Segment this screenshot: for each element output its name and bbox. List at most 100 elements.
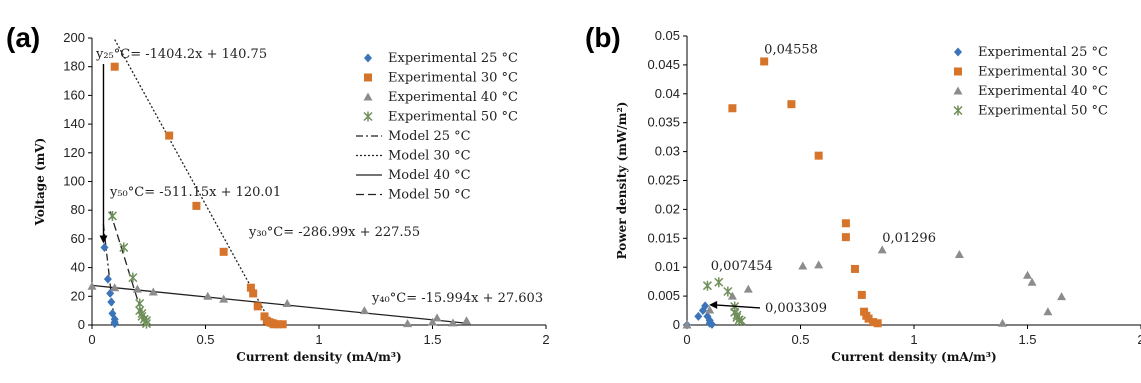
- annotation-arrow: [715, 304, 761, 309]
- legend-entry: Experimental 40 °C: [978, 84, 1108, 99]
- data-point: [760, 57, 769, 66]
- x-tick-label: 1.5: [1018, 332, 1036, 347]
- data-point: [702, 280, 712, 291]
- data-point: [282, 298, 292, 307]
- legend-entry: Experimental 25 °C: [978, 45, 1108, 60]
- data-point: [1057, 292, 1067, 301]
- data-point: [278, 320, 287, 329]
- data-point: [877, 245, 887, 254]
- data-point: [219, 294, 229, 303]
- x-tick-label: 2: [542, 332, 549, 347]
- data-point: [462, 316, 472, 325]
- data-point: [128, 272, 138, 283]
- legend-marker: [364, 73, 372, 82]
- data-point: [857, 290, 866, 299]
- x-tick-label: 2: [1137, 332, 1141, 347]
- y-tick-label: 100: [63, 174, 85, 189]
- legend-marker: [364, 53, 372, 63]
- data-point: [165, 131, 174, 140]
- y-tick-label: 0.03: [655, 144, 680, 159]
- legend-entry: Experimental 50 °C: [978, 104, 1108, 119]
- data-point: [873, 319, 882, 328]
- data-point: [814, 260, 824, 269]
- x-tick-label: 0: [683, 332, 690, 347]
- data-point: [869, 318, 878, 327]
- data-point: [274, 320, 283, 329]
- data-point: [107, 210, 117, 221]
- data-point: [100, 243, 109, 253]
- y-tick-label: 40: [71, 260, 85, 275]
- data-point: [707, 319, 716, 329]
- data-point: [723, 286, 733, 297]
- model-line: [102, 223, 116, 325]
- panel-b: (b) 0 0.005 0.01 0.015 0.02 0.025 0.03 0.035 0.04…: [585, 22, 1141, 364]
- data-point: [403, 319, 413, 328]
- y-tick-label: 0: [673, 317, 680, 332]
- legend-marker: [954, 67, 962, 76]
- panel-a: (a) 0 20 40 60 80 100 120 140 160 180 200 0 0.5 1 1.5 2 C…: [6, 22, 550, 364]
- data-point: [110, 62, 119, 71]
- legend-marker: [953, 86, 963, 95]
- data-point: [850, 264, 859, 273]
- data-point: [1023, 270, 1032, 279]
- legend-entry: Model 25 °C: [388, 129, 471, 144]
- y-tick-label: 0.01: [655, 259, 680, 274]
- legend-marker: [363, 92, 373, 101]
- x-axis-title: Current density (mA/m³): [831, 350, 996, 364]
- data-point: [219, 247, 228, 256]
- data-point: [192, 201, 201, 210]
- panel-label: (b): [585, 22, 621, 53]
- data-point: [954, 249, 964, 258]
- y-tick-label: 160: [63, 87, 85, 102]
- legend-entry: Model 30 °C: [388, 149, 471, 164]
- y-tick-label: 0.005: [647, 288, 680, 303]
- data-point: [148, 287, 158, 296]
- data-point: [1043, 307, 1053, 316]
- y-tick-label: 0.025: [647, 173, 680, 188]
- data-point: [814, 151, 823, 160]
- x-tick-label: 1: [910, 332, 917, 347]
- data-point: [682, 320, 692, 329]
- legend-marker: [954, 47, 962, 57]
- x-axis-title: Current density (mA/m³): [236, 350, 401, 364]
- legend-entry: Model 40 °C: [388, 168, 471, 183]
- y-axis-title: Power density (mW/m²): [615, 102, 629, 260]
- data-point: [728, 104, 737, 113]
- y-tick-label: 20: [71, 288, 85, 303]
- data-point: [705, 305, 715, 314]
- data-point: [253, 302, 262, 311]
- data-point: [714, 277, 724, 288]
- legend-entry: Experimental 25 °C: [388, 51, 518, 66]
- data-point: [269, 320, 278, 329]
- data-point: [864, 314, 873, 323]
- regression-equation: y₅₀°C= -511.15x + 120.01: [109, 185, 281, 200]
- data-point: [141, 318, 152, 329]
- y-tick-label: 60: [71, 231, 85, 246]
- data-point: [701, 301, 710, 311]
- data-point: [87, 281, 97, 290]
- data-point: [743, 284, 753, 293]
- data-point: [860, 307, 869, 316]
- y-tick-label: 0.015: [647, 230, 680, 245]
- x-tick-label: 0.5: [196, 332, 214, 347]
- y-tick-label: 200: [63, 30, 85, 45]
- y-tick-label: 180: [63, 59, 85, 74]
- arrow-head: [99, 235, 108, 244]
- y-tick-label: 0.045: [647, 57, 680, 72]
- legend-entry: Experimental 40 °C: [388, 90, 518, 105]
- data-point: [110, 283, 120, 292]
- y-tick-label: 140: [63, 116, 85, 131]
- x-tick-label: 0: [88, 332, 95, 347]
- data-point: [787, 100, 796, 109]
- x-tick-label: 0.5: [791, 332, 809, 347]
- value-annotation: 0,01296: [882, 231, 936, 246]
- y-tick-label: 120: [63, 145, 85, 160]
- legend-entry: Experimental 30 °C: [388, 71, 518, 86]
- y-tick-label: 0.035: [647, 115, 680, 130]
- data-point: [260, 312, 269, 321]
- data-point: [998, 318, 1008, 327]
- x-tick-label: 1: [315, 332, 322, 347]
- value-annotation: 0,007454: [711, 259, 773, 274]
- data-point: [841, 233, 850, 242]
